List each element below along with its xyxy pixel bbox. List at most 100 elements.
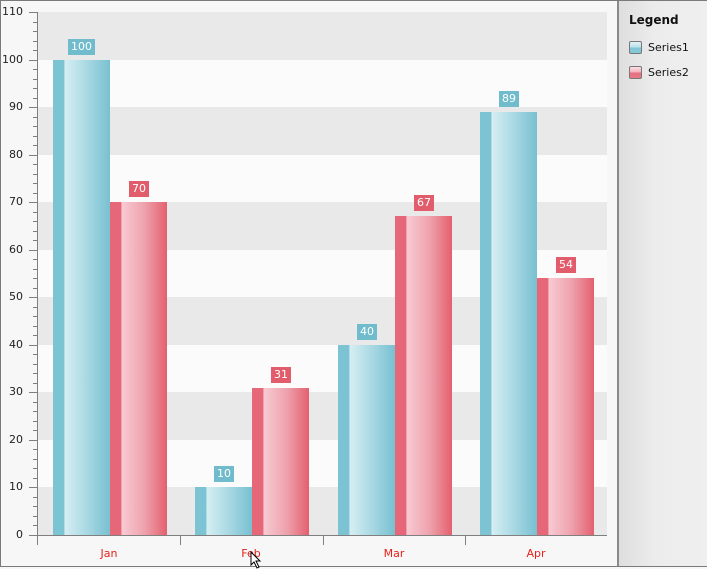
y-tick-label: 30 [9,385,23,398]
y-minor-tick [33,373,38,374]
value-label: 89 [499,91,519,107]
bar-series2-feb[interactable] [252,388,309,535]
y-minor-tick [33,183,38,184]
y-minor-tick [33,136,38,137]
y-minor-tick [33,145,38,146]
y-minor-tick [33,525,38,526]
y-minor-tick [33,69,38,70]
series2-swatch-icon [629,65,642,79]
bar-series1-feb[interactable] [195,487,252,535]
y-minor-tick [33,31,38,32]
y-minor-tick [33,278,38,279]
y-minor-tick [33,497,38,498]
y-tick-label: 60 [9,243,23,256]
y-tick [29,107,38,108]
legend-label: Series2 [648,65,689,79]
bar-series1-apr[interactable] [480,112,537,535]
grid-band [38,12,607,60]
y-minor-tick [33,421,38,422]
y-minor-tick [33,212,38,213]
y-minor-tick [33,326,38,327]
y-minor-tick [33,193,38,194]
series1-swatch-icon [629,40,642,54]
bar-series1-mar[interactable] [338,345,395,535]
value-label: 10 [214,466,234,482]
mouse-cursor-icon [250,551,262,569]
y-minor-tick [33,288,38,289]
bar-series2-mar[interactable] [395,216,452,535]
y-minor-tick [33,22,38,23]
y-minor-tick [33,411,38,412]
y-tick [29,250,38,251]
y-minor-tick [33,335,38,336]
bar-series2-apr[interactable] [537,278,594,535]
y-minor-tick [33,364,38,365]
legend-item-series1[interactable]: Series1 [629,39,689,55]
y-minor-tick [33,231,38,232]
bar-series1-jan[interactable] [53,60,110,535]
y-minor-tick [33,449,38,450]
y-tick [29,155,38,156]
value-label: 70 [129,181,149,197]
y-tick [29,487,38,488]
y-minor-tick [33,88,38,89]
y-minor-tick [33,221,38,222]
y-minor-tick [33,354,38,355]
y-tick-label: 110 [2,5,23,18]
y-minor-tick [33,516,38,517]
y-minor-tick [33,98,38,99]
x-tick [465,535,466,545]
y-tick [29,535,38,536]
y-minor-tick [33,117,38,118]
x-category-label: Apr [526,547,546,560]
x-category-label: Jan [100,547,118,560]
y-minor-tick [33,478,38,479]
x-tick [323,535,324,545]
y-tick-label: 0 [16,528,23,541]
x-category-label: Mar [383,547,405,560]
y-tick-label: 10 [9,480,23,493]
y-minor-tick [33,50,38,51]
y-tick-label: 20 [9,433,23,446]
legend-panel: Legend Series1 Series2 [617,1,707,566]
y-minor-tick [33,126,38,127]
value-label: 31 [271,367,291,383]
y-tick-label: 50 [9,290,23,303]
y-tick [29,12,38,13]
y-minor-tick [33,307,38,308]
value-label: 40 [357,324,377,340]
y-minor-tick [33,402,38,403]
x-tick [180,535,181,545]
y-tick-label: 90 [9,100,23,113]
y-minor-tick [33,41,38,42]
y-minor-tick [33,259,38,260]
y-minor-tick [33,240,38,241]
y-tick [29,392,38,393]
y-minor-tick [33,316,38,317]
y-axis [37,12,38,536]
y-tick [29,202,38,203]
y-minor-tick [33,383,38,384]
value-label: 100 [68,39,95,55]
y-tick-label: 100 [2,53,23,66]
y-tick [29,440,38,441]
y-minor-tick [33,164,38,165]
y-minor-tick [33,269,38,270]
y-tick-label: 70 [9,195,23,208]
legend-item-series2[interactable]: Series2 [629,64,689,80]
y-minor-tick [33,506,38,507]
y-minor-tick [33,174,38,175]
chart-area: 0102030405060708090100110JanFebMarApr 10… [1,1,617,566]
legend-title: Legend [629,13,679,27]
y-minor-tick [33,468,38,469]
y-tick-label: 40 [9,338,23,351]
y-minor-tick [33,459,38,460]
x-tick [37,535,38,545]
y-minor-tick [33,430,38,431]
bar-series2-jan[interactable] [110,202,167,535]
x-axis [37,535,607,536]
value-label: 54 [556,257,576,273]
y-minor-tick [33,79,38,80]
y-tick [29,345,38,346]
